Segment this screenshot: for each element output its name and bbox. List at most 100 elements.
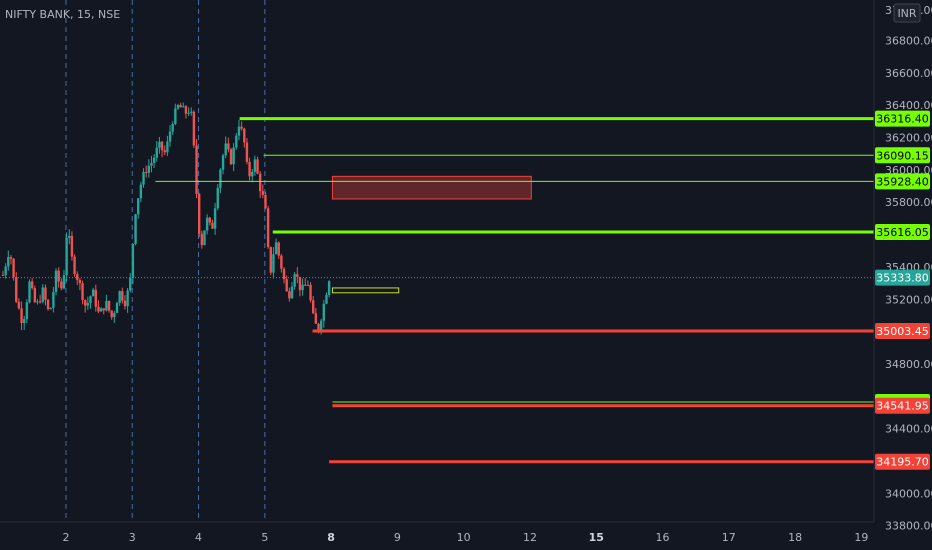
candle-body [304,284,307,286]
candle-body [166,141,169,153]
candle-body [213,208,217,229]
level-35928-badge[interactable]: 35928.40 [875,173,930,190]
current-price-badge-box[interactable] [875,269,930,286]
candle-body [155,147,158,158]
x-tick-label: 16 [656,531,670,544]
candle-body [41,287,44,302]
candle-body [309,284,312,301]
supply-zone[interactable] [331,175,532,200]
candle-body [322,303,326,321]
candle-body [232,147,235,165]
candle-body [258,173,262,192]
candle-body [269,246,272,273]
level-35616-badge-box[interactable] [875,223,930,240]
candle-body [298,276,302,291]
candle-body [115,302,119,314]
x-tick-label: 17 [722,531,736,544]
candle-body [205,217,209,231]
level-34195-badge-box[interactable] [875,453,930,470]
level-35928-badge-text: 35928.40 [876,175,929,188]
candle-body [282,268,286,280]
chart-title: NIFTY BANK, 15, NSE [5,8,120,21]
y-tick-label: 34000.00 [885,487,932,500]
current-price-badge[interactable]: 35333.80 [875,269,930,286]
y-tick-label: 36800.00 [885,34,932,47]
currency-badge-box[interactable] [893,3,921,23]
y-tick-label: 36200.00 [885,132,932,145]
candle-body [78,280,82,284]
level-35003-badge-box[interactable] [875,323,930,340]
level-35928-badge-box[interactable] [875,173,930,190]
candle-body [62,275,66,289]
candle-body [33,288,37,303]
candle-body [235,135,238,148]
candle-body [150,162,153,166]
candle-body [126,290,129,307]
candle-body [182,106,185,108]
y-tick-label: 34400.00 [885,423,932,436]
level-36090-badge-box[interactable] [875,147,930,164]
candle-body [57,270,60,282]
candle-body [65,237,68,276]
candle-body [245,142,249,162]
candle-body [89,296,92,303]
candle-body [131,244,135,278]
candle-body [28,281,31,303]
y-tick-label: 36600.00 [885,67,932,80]
current-price-badge-text: 35333.80 [876,272,929,285]
level-35616-badge-text: 35616.05 [876,226,929,239]
candle-body [306,284,310,286]
candle-body [91,289,95,297]
candle-body [147,165,151,173]
candle-body [23,319,26,324]
candle-body [256,159,259,174]
candle-body [17,301,21,309]
level-34195-badge-text: 34195.70 [876,456,929,469]
candle-body [83,300,87,306]
candle-body [325,294,328,304]
target-box[interactable] [331,287,400,294]
candle-body [248,161,251,177]
candle-body [253,159,257,172]
x-tick-label: 4 [195,531,202,544]
time-axis-panel[interactable] [0,522,932,550]
level-36316-badge-text: 36316.40 [876,113,929,126]
currency-badge[interactable]: INR [893,3,921,23]
price-axis-panel[interactable] [874,0,932,522]
level-35003-badge[interactable]: 35003.45 [875,323,930,340]
candle-body [208,217,212,223]
candle-body [301,284,304,291]
candle-body [68,235,71,238]
x-tick-label: 8 [327,531,335,544]
candle-body [317,323,320,332]
level-36316-badge-box[interactable] [875,110,930,127]
candle-body [184,106,188,114]
candle-body [144,171,148,173]
level-35616-badge[interactable]: 35616.05 [875,223,930,240]
candle-body [70,235,74,257]
candle-body [219,169,222,188]
candle-body [280,255,283,269]
level-34541-badge[interactable]: 34541.95 [875,397,930,414]
candle-body [102,308,105,311]
candle-body [7,257,10,267]
x-tick-label: 18 [788,531,802,544]
level-36090-badge-text: 36090.15 [876,149,929,162]
level-36090-badge[interactable]: 36090.15 [875,147,930,164]
candle-body [261,191,265,195]
candle-body [221,155,225,170]
candle-body [110,310,113,318]
level-34541-badge-box[interactable] [875,397,930,414]
candle-body [290,286,294,299]
candle-body [274,242,278,255]
level-36316-badge[interactable]: 36316.40 [875,110,930,127]
candle-body [105,300,108,311]
candle-body [272,254,275,273]
level-34541-badge-text: 34541.95 [876,400,929,413]
candle-body [293,274,296,287]
candle-body [86,302,90,306]
candle-body [44,287,47,300]
level-34195-badge[interactable]: 34195.70 [875,453,930,470]
